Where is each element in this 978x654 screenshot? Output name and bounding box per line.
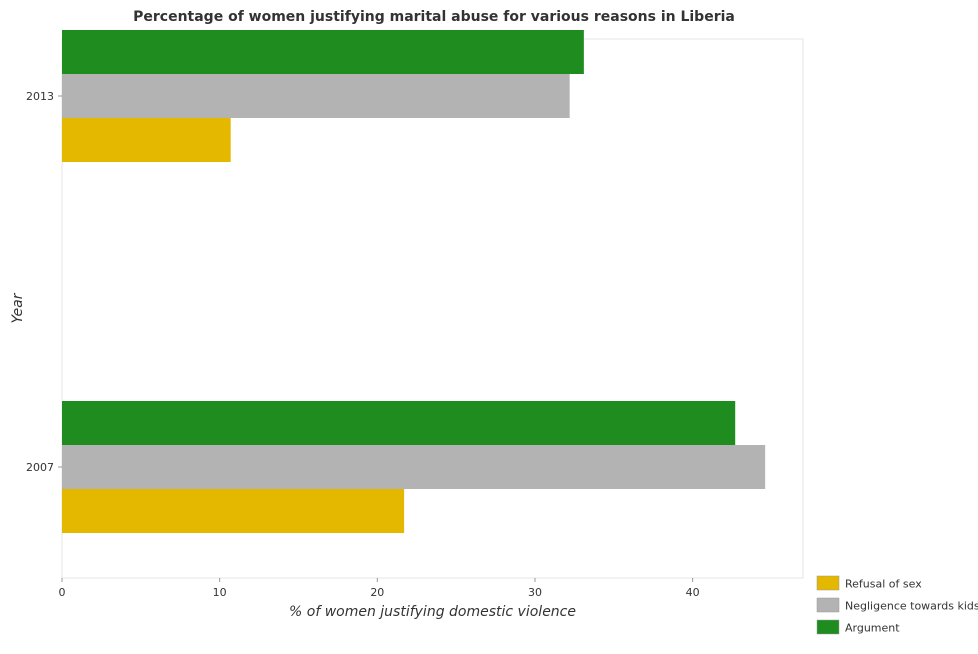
y-tick-label-2007: 2007: [26, 461, 54, 474]
legend-label-negligence-towards-kids: Negligence towards kids: [845, 600, 978, 613]
legend-label-refusal-of-sex: Refusal of sex: [845, 578, 922, 591]
bar-argument-2013: [62, 30, 584, 74]
x-tick-label-10: 10: [213, 586, 227, 599]
bar-refusal-of-sex-2013: [62, 118, 231, 162]
legend-swatch-negligence-towards-kids: [816, 597, 840, 613]
legend-swatch-refusal-of-sex: [816, 575, 840, 591]
chart-title: Percentage of women justifying marital a…: [133, 9, 735, 25]
x-tick-label-20: 20: [370, 586, 384, 599]
legend-label-argument: Argument: [845, 622, 900, 635]
x-tick-label-40: 40: [686, 586, 700, 599]
bar-refusal-of-sex-2007: [62, 489, 405, 533]
bar-negligence-towards-kids-2013: [62, 74, 570, 118]
y-tick-label-2013: 2013: [26, 90, 54, 103]
bar-negligence-towards-kids-2007: [62, 445, 766, 489]
bar-argument-2007: [62, 401, 736, 445]
y-axis-title: Year: [10, 292, 26, 323]
x-tick-label-0: 0: [59, 586, 66, 599]
legend-swatch-argument: [816, 619, 840, 635]
x-axis-title: % of women justifying domestic violence: [289, 604, 576, 620]
x-tick-label-30: 30: [528, 586, 542, 599]
